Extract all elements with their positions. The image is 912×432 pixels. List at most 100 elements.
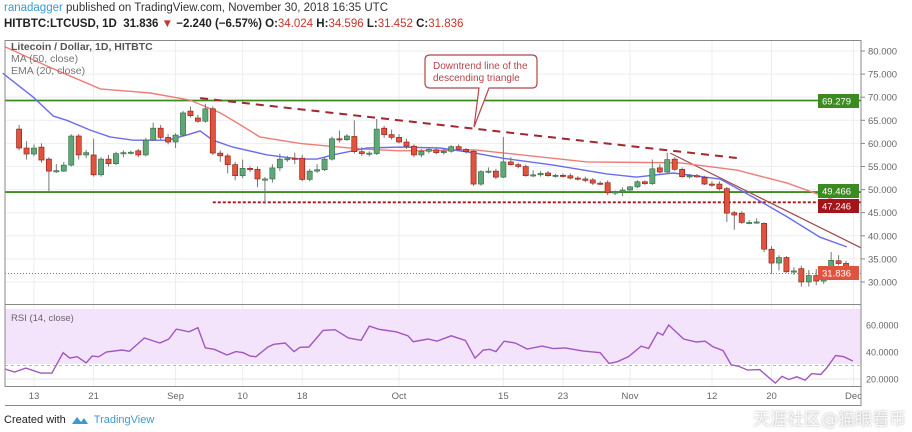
annotation-callout[interactable]: Downtrend line of the descending triangl…	[424, 54, 538, 128]
price-tick-label: 40.000	[868, 231, 897, 242]
candle-up	[790, 270, 797, 273]
candle-down	[582, 178, 589, 181]
candle-up	[60, 164, 67, 172]
watermark: 天涯社区@猫眼看币	[753, 410, 906, 430]
candle-down	[411, 145, 417, 156]
candle-down	[783, 257, 790, 273]
support-value: 49.466	[822, 187, 851, 198]
rsi-line	[4, 323, 854, 385]
price-tick-label: 30.000	[868, 278, 897, 289]
candle-down	[90, 154, 97, 176]
candle-up	[478, 171, 484, 185]
candle-down	[165, 137, 171, 143]
axes: 30.000 35.000 40.000 45.000 50.000 55.000 60.0…	[29, 40, 899, 406]
candle-down	[455, 146, 462, 150]
candle-down	[433, 149, 440, 153]
created-with-text: Created with	[4, 414, 66, 426]
candle-up	[68, 135, 75, 166]
candle-down	[522, 166, 529, 177]
candle-up	[448, 146, 455, 152]
time-tick-label: Oct	[392, 391, 407, 402]
rsi-band	[5, 309, 861, 364]
candle-down	[358, 151, 365, 154]
price-tag-resistance: 69.279	[818, 94, 859, 108]
candle-up	[142, 139, 149, 156]
candle-down	[381, 127, 388, 135]
candle-down	[761, 223, 767, 250]
levels	[5, 97, 862, 275]
price-tag-current: 31.836	[818, 266, 859, 280]
time-tick-label: 23	[558, 391, 569, 402]
rsi-tick-label: 20.0000	[866, 375, 899, 385]
ma-legend[interactable]: MA (50, close)	[11, 53, 78, 65]
candle-down	[492, 170, 499, 178]
candle-up	[321, 158, 328, 171]
candle-down	[45, 158, 52, 172]
candle-up	[343, 135, 350, 141]
candle-down	[641, 181, 648, 184]
callout-line2: descending triangle	[433, 73, 520, 84]
author-link[interactable]: ranadagger	[4, 2, 63, 14]
price-tick-label: 65.000	[868, 116, 897, 127]
candle-down	[105, 158, 112, 165]
candle-down	[671, 158, 678, 170]
candle-down	[694, 175, 700, 178]
price-tag-support2: 47.246	[818, 199, 859, 213]
publish-info: ranadagger published on TradingView.com,…	[4, 2, 388, 14]
candle-down	[604, 182, 611, 194]
high-label: H:	[316, 18, 329, 30]
open-label: O:	[265, 18, 278, 30]
candle-up	[113, 153, 119, 165]
candle-down	[507, 161, 514, 165]
candle-up	[805, 275, 812, 283]
candle-up	[284, 158, 291, 161]
candle-up	[537, 173, 544, 176]
candle-up	[172, 134, 179, 143]
resistance-value: 69.279	[822, 97, 851, 108]
ema-legend[interactable]: EMA (20, close)	[11, 65, 85, 77]
low-label: L:	[366, 18, 378, 30]
candle-down	[75, 135, 82, 156]
candle-down	[560, 174, 566, 177]
candle-down	[299, 157, 306, 180]
candle-down	[574, 177, 581, 180]
breakdown-trendline	[669, 152, 862, 249]
candle-up	[627, 186, 633, 191]
chart-title: Litecoin / Dollar, 1D, HITBTC	[11, 41, 153, 53]
candle-up	[776, 257, 782, 264]
candle-down	[247, 168, 253, 170]
time-tick-label: 10	[237, 391, 248, 402]
tradingview-link[interactable]: TradingView	[93, 414, 155, 426]
candle-down	[396, 137, 402, 143]
candle-down	[656, 167, 663, 173]
candle-up	[329, 138, 335, 160]
candle-up	[53, 170, 60, 173]
candle-up	[425, 149, 432, 152]
candle-up	[418, 150, 425, 156]
candle-up	[530, 174, 537, 177]
candle-down	[336, 138, 343, 141]
candle-up	[552, 174, 559, 177]
candle-down	[224, 155, 231, 165]
candle-down	[589, 179, 596, 184]
candle-down	[187, 110, 194, 116]
candle-down	[403, 141, 410, 147]
candle-down	[351, 136, 358, 153]
candle-down	[291, 157, 298, 160]
price-tick-label: 45.000	[868, 208, 897, 219]
candle-up	[746, 222, 753, 224]
open-value: 34.024	[277, 18, 314, 30]
candle-up	[619, 189, 626, 193]
candle-up	[440, 150, 447, 153]
candle-up	[127, 151, 134, 154]
candle-up	[180, 112, 186, 136]
rsi-tick-label: 60.0000	[866, 321, 899, 331]
candle-down	[835, 260, 842, 264]
candle-up	[373, 128, 380, 154]
candle-down	[195, 117, 201, 122]
price-tick-label: 55.000	[868, 162, 897, 173]
candle-up	[753, 221, 760, 224]
rsi-legend[interactable]: RSI (14, close)	[11, 313, 74, 324]
candle-up	[485, 170, 492, 173]
